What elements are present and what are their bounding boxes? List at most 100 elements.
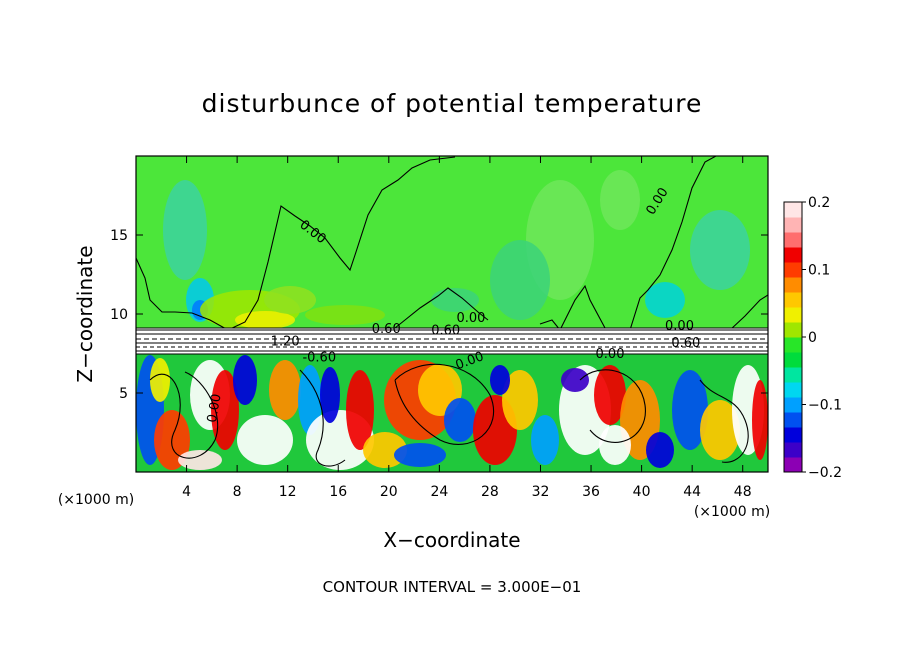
colorbar-swatch <box>784 352 802 368</box>
contour-lines <box>136 156 768 467</box>
eddy-blob <box>646 432 674 468</box>
eddy-blob <box>233 355 257 405</box>
field-blob <box>645 282 685 318</box>
eddy-blob <box>502 370 538 430</box>
colorbar-swatch <box>784 292 802 308</box>
colorbar-swatch <box>784 382 802 398</box>
temperature-field: 0.000.000.60 0.600.000.000.600.000.001.20… <box>136 156 768 472</box>
field-blob <box>431 288 479 312</box>
field-blob <box>163 180 207 280</box>
x-axis-label: X−coordinate <box>383 528 520 552</box>
eddy-blob <box>394 443 446 467</box>
eddy-blob <box>298 365 322 435</box>
colorbar-swatch <box>784 322 802 338</box>
x-tick-label: 44 <box>683 484 701 500</box>
x-tick-label: 20 <box>380 484 398 500</box>
x-tick-label: 28 <box>481 484 499 500</box>
x-tick-label: 48 <box>734 484 752 500</box>
x-axis-ticks: 4 8 12 16 20 24 28 32 36 40 44 48 <box>182 156 752 500</box>
eddy-blob <box>320 367 340 423</box>
colorbar-swatch <box>784 337 802 353</box>
eddy-blob <box>752 380 768 460</box>
eddy-blob <box>599 425 631 465</box>
colorbar-swatch <box>784 262 802 278</box>
field-blob <box>235 311 295 329</box>
x-axis-unit-label: (×1000 m) <box>694 504 770 520</box>
inversion-band <box>136 327 768 355</box>
field-blob <box>690 210 750 290</box>
contour-label: 0.00 <box>665 319 694 334</box>
contour-line <box>149 371 219 459</box>
contour-label: 0.60 <box>671 336 700 351</box>
eddy-blob <box>346 370 374 450</box>
contour-label: 0.60 <box>372 322 401 337</box>
eddy-blob <box>672 370 708 450</box>
colorbar-swatch <box>784 307 802 323</box>
eddy-blob <box>700 400 740 460</box>
colorbar-swatch <box>784 367 802 383</box>
contour-label: 0.60 <box>431 324 460 339</box>
colorbar-tick-label: 0 <box>808 330 817 346</box>
field-blob <box>490 240 550 320</box>
colorbar-swatch <box>784 277 802 293</box>
x-tick-label: 24 <box>430 484 448 500</box>
eddy-blob <box>531 415 559 465</box>
contour-label: 1.20 <box>271 335 300 350</box>
colorbar-swatch <box>784 247 802 263</box>
y-tick-label: 10 <box>110 307 128 323</box>
contour-line <box>299 369 346 467</box>
y-axis-unit-label: (×1000 m) <box>58 492 134 508</box>
eddy-blob <box>444 398 476 442</box>
colorbar-tick-label: −0.2 <box>808 465 842 481</box>
contour-line <box>136 156 456 331</box>
contour-line <box>579 369 646 443</box>
x-tick-label: 16 <box>329 484 347 500</box>
colorbar-swatch <box>784 412 802 428</box>
contour-line <box>699 379 749 463</box>
y-tick-label: 5 <box>119 386 128 402</box>
colorbar-swatch <box>784 442 802 458</box>
colorbar-swatch <box>784 202 802 218</box>
colorbar-tick-label: −0.1 <box>808 398 842 414</box>
contour-line <box>729 294 768 331</box>
x-tick-label: 32 <box>532 484 550 500</box>
chart-title: disturbunce of potential temperature <box>202 89 703 118</box>
eddy-blob <box>561 368 589 392</box>
colorbar-swatch <box>784 427 802 443</box>
y-axis-ticks: 5 10 15 <box>110 228 768 402</box>
x-tick-label: 12 <box>279 484 297 500</box>
contour-line <box>539 284 606 332</box>
eddy-blob <box>594 365 626 425</box>
contour-label: -0.60 <box>302 350 336 365</box>
colorbar-swatch <box>784 457 802 473</box>
y-axis-label: Z−coordinate <box>73 245 97 382</box>
field-blob <box>264 286 316 314</box>
contour-line <box>629 156 717 331</box>
contour-line <box>394 287 489 329</box>
x-tick-label: 4 <box>182 484 191 500</box>
x-tick-label: 36 <box>582 484 600 500</box>
contour-interval-note: CONTOUR INTERVAL = 3.000E−01 <box>323 578 582 596</box>
colorbar: 0.2 0.1 0 −0.1 −0.2 <box>783 195 842 481</box>
contour-label: 0.00 <box>456 311 485 326</box>
contour-label: 0.00 <box>205 393 225 424</box>
colorbar-tick-label: 0.1 <box>808 263 830 279</box>
turbulent-eddies <box>136 170 768 470</box>
colorbar-tick-label: 0.2 <box>808 195 830 211</box>
contour-line <box>394 363 495 445</box>
contour-label: 0.00 <box>596 347 625 362</box>
eddy-blob <box>237 415 293 465</box>
colorbar-swatch <box>784 232 802 248</box>
x-tick-label: 40 <box>633 484 651 500</box>
eddy-blob <box>269 360 301 420</box>
field-blob <box>305 305 385 325</box>
colorbar-swatch <box>784 217 802 233</box>
inversion-layer <box>136 327 768 355</box>
field-blob <box>600 170 640 230</box>
eddy-blob <box>490 365 510 395</box>
eddy-blob <box>178 450 222 470</box>
eddy-blob <box>150 358 170 402</box>
x-tick-label: 8 <box>233 484 242 500</box>
colorbar-swatch <box>784 397 802 413</box>
